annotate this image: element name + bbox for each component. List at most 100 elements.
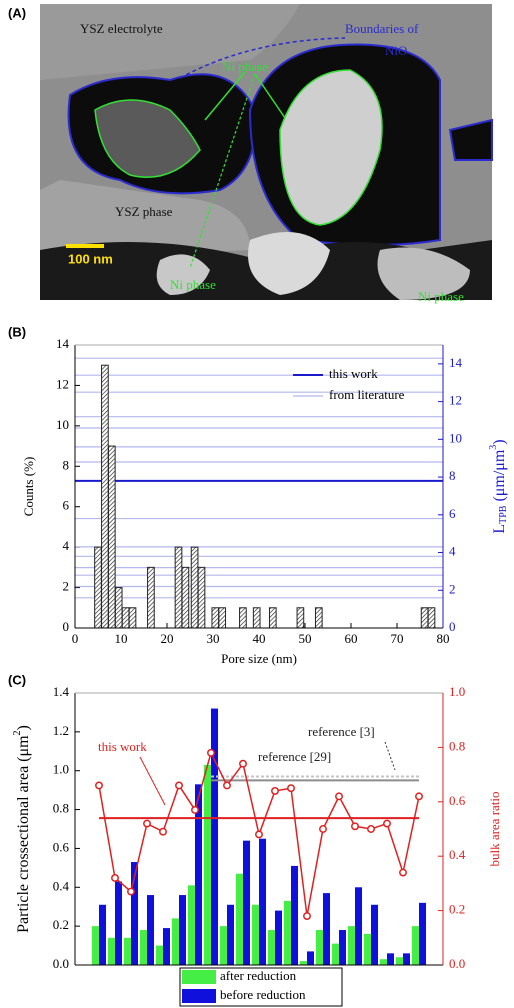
ni-grain — [377, 247, 470, 300]
bar — [211, 607, 220, 629]
y-tick-label: 6 — [63, 498, 70, 513]
data-point — [367, 825, 375, 833]
y-tick-label: 0.0 — [53, 956, 69, 971]
bar — [316, 930, 323, 965]
y-tick-label: 0.6 — [53, 839, 70, 854]
y-axis-label-part: Particle crossectional area (μm — [15, 735, 32, 933]
nio-region — [448, 118, 493, 161]
legend-swatch — [182, 989, 216, 1003]
y2-axis-label-part: ) — [491, 439, 508, 444]
x-tick-label: 40 — [253, 631, 266, 646]
y-tick-label: 0.2 — [53, 917, 69, 932]
y-tick-label: 12 — [56, 376, 69, 391]
data-point — [239, 759, 247, 768]
annotation-arrow — [384, 741, 396, 771]
bar — [284, 900, 291, 965]
bar — [396, 957, 403, 965]
bar — [300, 961, 307, 965]
y2-tick-label: 10 — [449, 430, 462, 445]
y2-tick-label: 0 — [449, 619, 456, 634]
bar — [291, 865, 298, 965]
y2-axis-label-part: L — [491, 524, 508, 534]
annotation: YSZ electrolyte — [80, 21, 163, 36]
pointer — [254, 73, 286, 119]
data-point — [303, 912, 311, 920]
data-point — [399, 868, 407, 877]
y2-tick-label: 4 — [449, 544, 456, 559]
data-point — [223, 781, 231, 790]
bar — [323, 893, 330, 965]
legend-label: from literature — [329, 387, 405, 402]
data-point — [255, 830, 263, 839]
bar — [172, 918, 179, 965]
bar — [204, 764, 211, 965]
panel-label: (C) — [8, 672, 26, 687]
annotation: NiO — [385, 43, 407, 58]
data-point — [191, 806, 199, 814]
annotation-arrow — [139, 756, 166, 806]
bar — [147, 895, 154, 965]
bar — [174, 546, 183, 629]
y2-axis-label-part: 3 — [488, 445, 499, 450]
bar — [412, 926, 419, 965]
pointer — [189, 73, 256, 269]
y-axis-label: Particle crossectional area (μm2) — [12, 725, 31, 933]
y2-tick-label: 0.0 — [449, 956, 465, 971]
bar — [339, 930, 346, 965]
bar — [181, 566, 190, 629]
y2-tick-label: 0.4 — [449, 847, 466, 862]
ni-grain — [94, 99, 201, 178]
data-point — [415, 792, 423, 801]
y-tick-label: 4 — [63, 538, 70, 553]
bar — [124, 937, 131, 965]
data-point — [175, 781, 183, 790]
data-point — [143, 819, 151, 828]
bar — [275, 910, 282, 965]
legend-swatch — [182, 970, 216, 984]
legend-label: after reduction — [220, 968, 297, 983]
y-tick-label: 0.4 — [53, 878, 70, 893]
data-point — [159, 827, 167, 836]
y-axis-label-part: ) — [15, 725, 32, 730]
bar — [195, 784, 202, 965]
bar — [115, 881, 122, 965]
data-point — [335, 792, 343, 801]
y2-tick-label: 2 — [449, 581, 456, 596]
ni-grain — [156, 254, 210, 295]
y2-tick-label: 0.6 — [449, 793, 466, 808]
data-point — [383, 819, 391, 828]
bar — [92, 926, 99, 965]
bar — [387, 953, 394, 965]
bar — [211, 708, 218, 965]
bar — [99, 904, 106, 965]
y-tick-label: 14 — [56, 336, 70, 351]
x-tick-label: 10 — [115, 631, 128, 646]
legend-label: before reduction — [220, 987, 306, 1002]
bar — [364, 933, 371, 965]
bar — [268, 607, 277, 629]
bar — [220, 926, 227, 965]
bar — [179, 895, 186, 965]
bar — [252, 904, 259, 965]
y2-tick-label: 0.8 — [449, 738, 465, 753]
reference-label: reference [3] — [308, 724, 375, 739]
x-tick-label: 70 — [391, 631, 404, 646]
bar — [380, 959, 387, 965]
x-tick-label: 20 — [161, 631, 174, 646]
y-tick-label: 10 — [56, 417, 69, 432]
x-tick-label: 0 — [72, 631, 79, 646]
y-tick-label: 0.8 — [53, 801, 69, 816]
bar — [156, 945, 163, 965]
micrograph — [40, 4, 493, 300]
y2-tick-label: 1.0 — [449, 684, 465, 699]
ni-grain — [248, 232, 330, 295]
bar — [239, 607, 247, 629]
y-tick-label: 1.0 — [53, 762, 69, 777]
y2-axis-label: LTPB (μm/μm3) — [488, 439, 509, 533]
bar — [218, 607, 227, 629]
bar — [420, 607, 429, 629]
bar — [107, 445, 116, 629]
bar — [252, 607, 261, 629]
bar — [163, 928, 170, 965]
annotation: Boundaries of — [345, 21, 419, 36]
